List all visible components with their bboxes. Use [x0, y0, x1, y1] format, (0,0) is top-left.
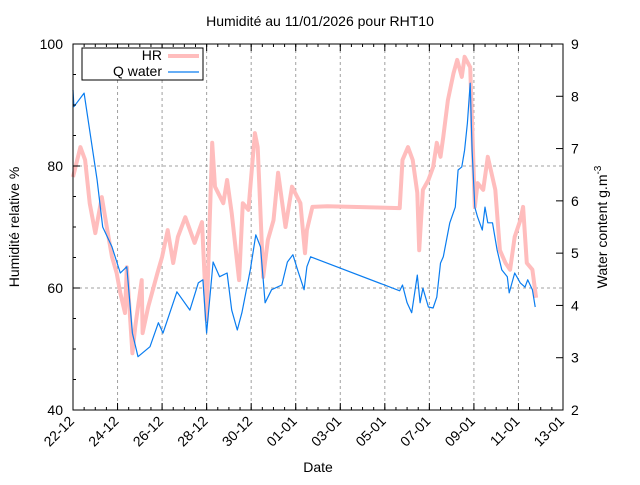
x-axis-label: Date [303, 459, 333, 475]
y2-tick-label: 9 [571, 36, 579, 52]
y-tick-label: 80 [47, 158, 63, 174]
chart-title: Humidité au 11/01/2026 pour RHT10 [206, 13, 434, 29]
y-tick-label: 40 [47, 402, 63, 418]
legend-box [81, 47, 204, 81]
legend-label-q-water: Q water [113, 63, 162, 79]
y2-tick-label: 7 [571, 141, 579, 157]
x-tick-label: 26-12 [130, 413, 167, 450]
y2-axis-label-text: Water content g.m [594, 175, 610, 289]
x-tick-label: 22-12 [40, 413, 77, 450]
plot-frame [72, 43, 564, 411]
x-tick-label: 24-12 [85, 413, 122, 450]
x-tick-label: 13-01 [530, 413, 567, 450]
x-tick-label: 28-12 [174, 413, 211, 450]
y-tick-label: 100 [40, 36, 64, 52]
grid [73, 44, 563, 410]
y2-tick-label: 4 [571, 297, 579, 313]
y2-axis-label: Water content g.m-3 [593, 165, 610, 288]
y-tick-label: 60 [47, 280, 63, 296]
series-line-q-water [72, 82, 536, 358]
y2-tick-label: 8 [571, 88, 579, 104]
x-tick-label: 01-01 [263, 413, 300, 450]
y2-tick-label: 3 [571, 350, 579, 366]
y2-tick-label: 5 [571, 245, 579, 261]
legend-label-hr: HR [142, 47, 162, 63]
x-tick-label: 03-01 [308, 413, 345, 450]
y2-tick-label: 2 [571, 402, 579, 418]
series-group [71, 54, 539, 358]
y2-axis-label-sup: -3 [593, 165, 604, 174]
x-tick-label: 30-12 [219, 413, 256, 450]
y-axis-label: Humidité relative % [6, 167, 22, 288]
x-tick-label: 05-01 [352, 413, 389, 450]
x-tick-label: 09-01 [441, 413, 478, 450]
x-tick-label: 11-01 [487, 413, 523, 449]
y2-tick-label: 6 [571, 193, 579, 209]
legend: HR Q water [81, 47, 204, 81]
series-line-hr [71, 54, 539, 356]
x-tick-label: 07-01 [397, 413, 434, 450]
